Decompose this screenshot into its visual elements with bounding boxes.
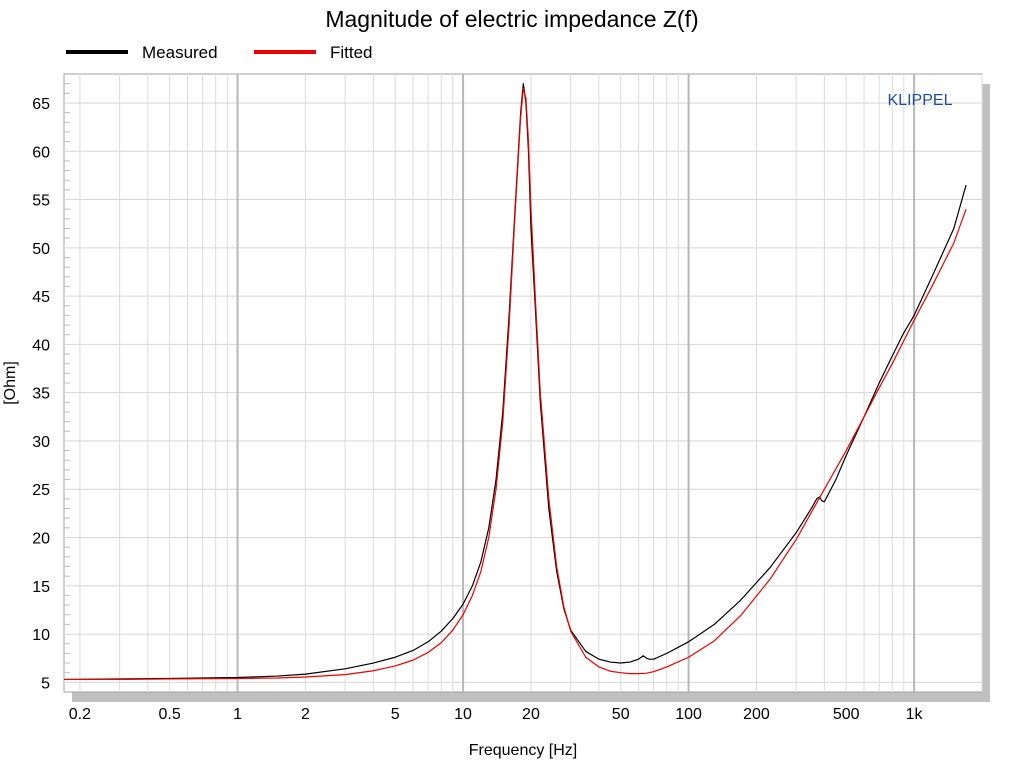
x-tick-label: 20 [522,706,540,723]
x-tick-label: 50 [612,706,630,723]
plot-area [63,73,983,693]
y-tick-label: 5 [41,675,50,692]
x-tick-label: 10 [454,706,472,723]
x-tick-label: 5 [391,706,400,723]
series-lines [63,83,967,681]
x-tick-label: 200 [743,706,770,723]
y-tick-label: 55 [32,193,50,210]
y-tick-label: 30 [32,434,50,451]
y-minor-tick-marks [64,83,70,674]
x-axis-tick-labels: 0.2 0.5 1 2 5 10 20 50 100 200 500 1k [69,706,924,723]
x-tick-label: 0.5 [159,706,181,723]
x-tick-label: 100 [675,706,702,723]
chart-title: Magnitude of electric impedance Z(f) [325,6,698,32]
y-axis-label: [Ohm] [2,361,19,405]
y-tick-label: 25 [32,482,50,499]
y-tick-label: 45 [32,289,50,306]
major-gridlines [236,74,916,692]
y-tick-label: 20 [32,531,50,548]
x-tick-label: 0.2 [69,706,91,723]
x-tick-label: 1 [233,706,242,723]
y-tick-label: 50 [32,241,50,258]
x-tick-label: 1k [906,706,924,723]
x-tick-label: 2 [301,706,310,723]
minor-gridlines [64,74,983,692]
y-tick-label: 15 [32,579,50,596]
y-tick-label: 10 [32,627,50,644]
y-tick-label: 35 [32,386,50,403]
legend-label-fitted: Fitted [330,43,373,62]
brand-annotation: KLIPPEL [888,92,953,109]
y-tick-label: 65 [32,96,50,113]
y-tick-label: 40 [32,337,50,354]
legend: Measured Fitted [66,43,373,62]
x-tick-label: 500 [833,706,860,723]
legend-label-measured: Measured [142,43,218,62]
series-line-fitted [64,87,967,681]
x-axis-label: Frequency [Hz] [469,742,577,759]
y-tick-label: 60 [32,144,50,161]
y-axis-tick-labels: 5 10 15 20 25 30 35 40 45 50 55 60 65 [32,96,50,692]
